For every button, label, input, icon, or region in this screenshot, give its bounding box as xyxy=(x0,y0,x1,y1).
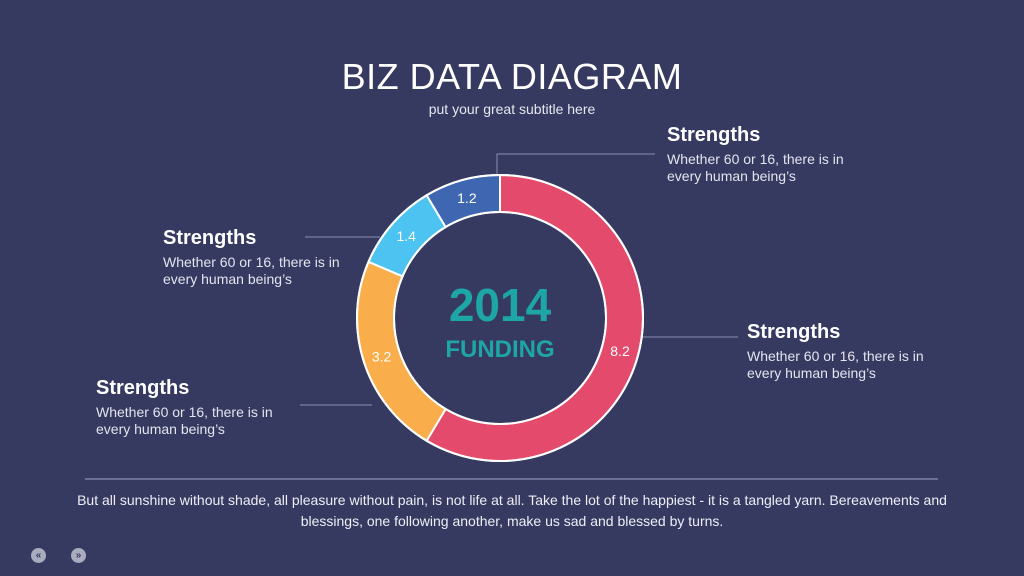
donut-outline-ring xyxy=(393,211,607,425)
leader-line xyxy=(496,153,655,178)
donut-slice-labels: 8.2 3.2 1.4 1.2 xyxy=(372,190,630,364)
callout-lower-left: Strengths Whether 60 or 16, there is in … xyxy=(96,377,296,438)
callout-right: Strengths Whether 60 or 16, there is in … xyxy=(747,321,947,382)
callout-top-right: Strengths Whether 60 or 16, there is in … xyxy=(667,124,867,185)
center-year: 2014 xyxy=(448,279,552,331)
next-slide-icon[interactable]: » xyxy=(71,548,86,563)
page-title: BIZ DATA DIAGRAM xyxy=(341,56,683,97)
callout-heading: Strengths xyxy=(163,227,257,249)
slice-value-label: 8.2 xyxy=(610,343,630,359)
callout-heading: Strengths xyxy=(747,321,841,343)
callout-text: Whether 60 or 16, there is in every huma… xyxy=(667,151,844,184)
callout-upper-left: Strengths Whether 60 or 16, there is in … xyxy=(163,227,363,288)
footer-divider xyxy=(85,478,938,480)
callout-heading: Strengths xyxy=(667,124,761,146)
slice-value-label: 1.4 xyxy=(397,228,417,244)
callout-text: Whether 60 or 16, there is in every huma… xyxy=(96,404,273,437)
callout-heading: Strengths xyxy=(96,377,190,399)
callout-text: Whether 60 or 16, there is in every huma… xyxy=(163,254,340,287)
prev-slide-icon[interactable]: « xyxy=(31,548,46,563)
callout-text: Whether 60 or 16, there is in every huma… xyxy=(747,348,924,381)
center-label: FUNDING xyxy=(445,336,555,363)
footer-text: But all sunshine without shade, all plea… xyxy=(77,492,947,529)
page-subtitle: put your great subtitle here xyxy=(428,101,596,117)
donut-slices xyxy=(356,173,644,462)
donut-outline-ring xyxy=(356,174,644,462)
slice-value-label: 3.2 xyxy=(372,348,392,364)
slice-value-label: 1.2 xyxy=(457,190,477,206)
